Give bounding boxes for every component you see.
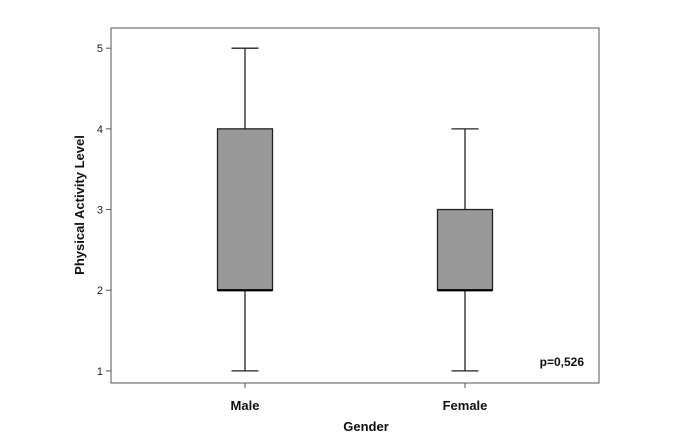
y-tick-label: 3: [97, 205, 103, 217]
box-iqr-male: [216, 128, 274, 291]
x-tick-label: Male: [231, 398, 260, 413]
plot-frame: [110, 27, 600, 384]
y-tick-label: 4: [97, 124, 103, 136]
p-value-annotation: p=0,526: [540, 355, 585, 369]
y-tick-label: 2: [97, 285, 103, 297]
x-tick-label: Female: [443, 398, 488, 413]
marks-layer: 1 2 3 4 5 Male Female: [97, 43, 494, 413]
x-axis-title: Gender: [343, 419, 389, 434]
y-tick-label: 1: [97, 366, 103, 378]
y-tick-label: 5: [97, 43, 103, 55]
box-iqr-female: [436, 208, 494, 291]
y-axis-title: Physical Activity Level: [72, 135, 87, 275]
